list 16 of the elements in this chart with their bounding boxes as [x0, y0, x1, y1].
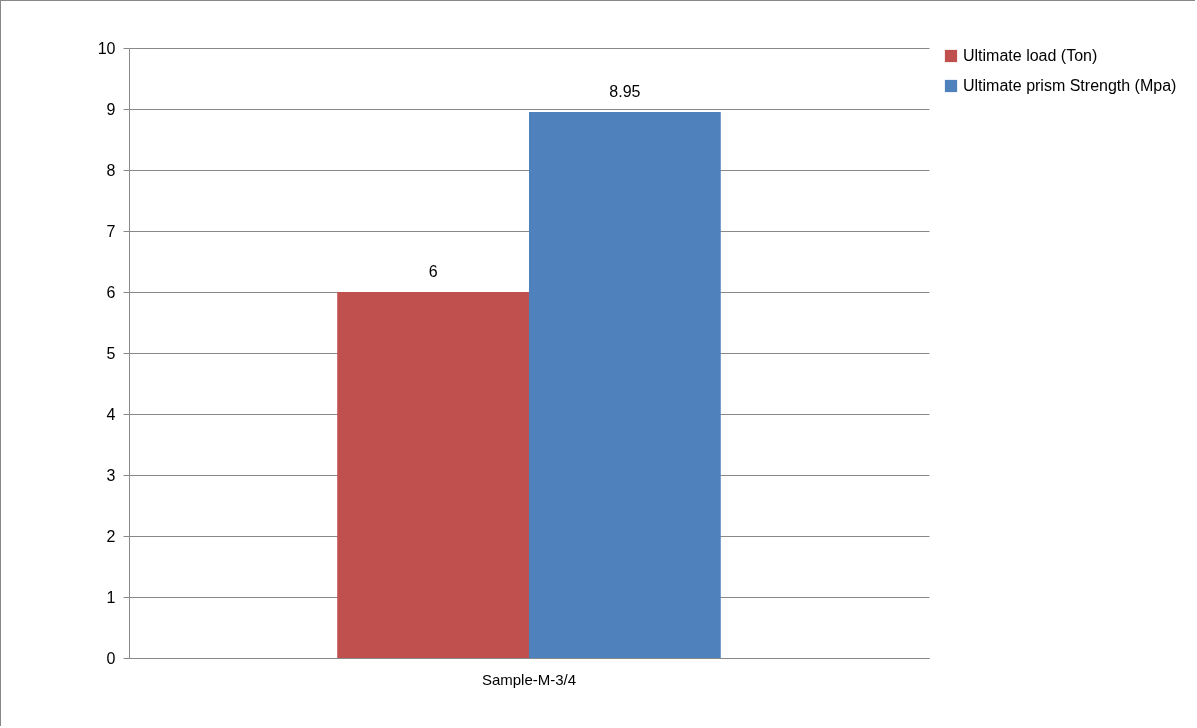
data-label: 8.95: [609, 83, 641, 101]
legend-label: Ultimate prism Strength (Mpa): [963, 77, 1177, 94]
legend-label: Ultimate load (Ton): [963, 47, 1098, 64]
y-tick-label: 7: [106, 222, 116, 240]
y-tick-label: 2: [106, 527, 116, 545]
y-tick-label: 3: [106, 466, 116, 484]
y-tick-label: 0: [106, 649, 116, 667]
y-tick-label: 6: [106, 283, 116, 301]
y-tick-label: 9: [106, 100, 116, 118]
y-tick-label: 10: [97, 39, 116, 57]
y-tick-label: 4: [106, 405, 116, 423]
data-label: 6: [428, 263, 438, 280]
y-tick-label: 5: [106, 344, 116, 362]
x-tick-label: Sample-M-3/4: [481, 670, 577, 688]
y-tick-label: 8: [106, 161, 116, 179]
y-tick-label: 1: [106, 588, 116, 606]
